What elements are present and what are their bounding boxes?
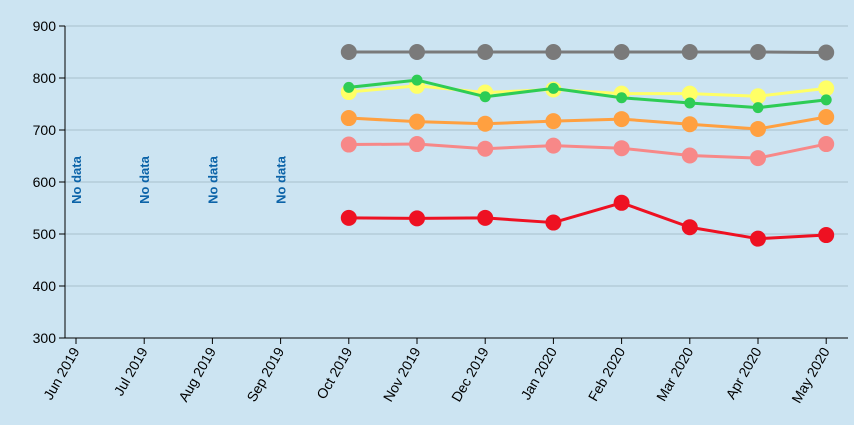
- y-tick-label: 600: [33, 174, 57, 190]
- data-point: [818, 136, 835, 153]
- y-tick-label: 700: [33, 122, 57, 138]
- data-point: [343, 81, 355, 93]
- data-point: [818, 44, 835, 61]
- series-0: [340, 44, 835, 61]
- data-point: [616, 92, 628, 104]
- series-line: [348, 142, 827, 160]
- no-data-annotation: No data: [69, 155, 84, 203]
- x-tick-label: Aug 2019: [175, 344, 219, 404]
- data-point: [750, 120, 766, 137]
- series-4: [340, 136, 835, 167]
- data-point: [545, 214, 562, 231]
- x-tick-label: Jun 2019: [40, 344, 83, 402]
- data-point: [340, 136, 357, 153]
- data-point: [681, 219, 698, 236]
- data-point: [545, 113, 562, 130]
- data-point: [613, 111, 630, 128]
- data-point: [750, 150, 766, 167]
- y-tick-label: 500: [33, 226, 57, 242]
- data-point: [409, 210, 425, 227]
- data-point: [818, 80, 835, 97]
- data-point: [547, 82, 559, 94]
- data-point: [545, 137, 562, 154]
- data-point: [409, 44, 425, 60]
- data-point: [477, 44, 494, 60]
- x-tick-label: Dec 2019: [448, 344, 492, 404]
- series-line: [348, 50, 827, 55]
- data-point: [613, 140, 630, 157]
- data-point: [818, 109, 835, 125]
- data-point: [340, 44, 357, 60]
- data-point: [681, 44, 698, 60]
- x-tick-label: Mar 2020: [653, 344, 697, 403]
- x-tick-label: Sep 2019: [243, 344, 287, 404]
- data-point: [750, 88, 766, 105]
- data-point: [752, 102, 764, 114]
- x-tick-label: Nov 2019: [380, 344, 424, 404]
- x-tick-label: May 2020: [788, 344, 833, 405]
- gridlines: [65, 25, 848, 287]
- data-point: [340, 110, 357, 127]
- data-point: [750, 230, 766, 247]
- no-data-annotation: No data: [137, 155, 152, 203]
- data-point: [613, 194, 630, 211]
- data-point: [340, 209, 357, 226]
- series-line: [348, 78, 827, 110]
- series-5: [340, 194, 835, 247]
- x-tick-label: Jan 2020: [517, 344, 560, 402]
- data-point: [477, 209, 494, 226]
- x-tick-label: Feb 2020: [585, 344, 629, 403]
- x-tick-label: Jul 2019: [110, 344, 150, 398]
- y-tick-label: 400: [33, 278, 57, 294]
- y-tick-label: 300: [33, 330, 57, 346]
- y-tick-label: 900: [33, 18, 57, 34]
- series-line: [348, 201, 827, 241]
- series-group: [340, 44, 835, 247]
- no-data-annotation: No data: [274, 155, 289, 203]
- data-point: [477, 115, 494, 132]
- data-point: [477, 140, 494, 157]
- data-point: [613, 44, 630, 60]
- data-point: [479, 91, 491, 103]
- data-point: [681, 147, 698, 164]
- data-point: [681, 116, 698, 133]
- no-data-annotation: No data: [205, 155, 220, 203]
- data-point: [409, 136, 425, 153]
- data-point: [545, 44, 562, 60]
- x-tick-label: Oct 2019: [313, 344, 355, 401]
- data-point: [411, 74, 423, 86]
- data-point: [820, 94, 832, 106]
- data-point: [681, 85, 698, 102]
- data-point: [750, 44, 766, 60]
- data-point: [818, 227, 835, 244]
- series-3: [340, 109, 835, 137]
- series-line: [348, 115, 827, 131]
- annotations: No data No data No data No data: [69, 155, 289, 203]
- series-2: [343, 74, 832, 114]
- series-line: [348, 84, 827, 98]
- data-point: [409, 113, 425, 130]
- axes: 300 400 500 600 700 800 900 Jun 2019 Jul 2019 Aug…: [33, 18, 848, 406]
- x-tick-label: Apr 2020: [722, 344, 764, 401]
- data-point: [684, 97, 696, 109]
- y-tick-label: 800: [33, 70, 57, 86]
